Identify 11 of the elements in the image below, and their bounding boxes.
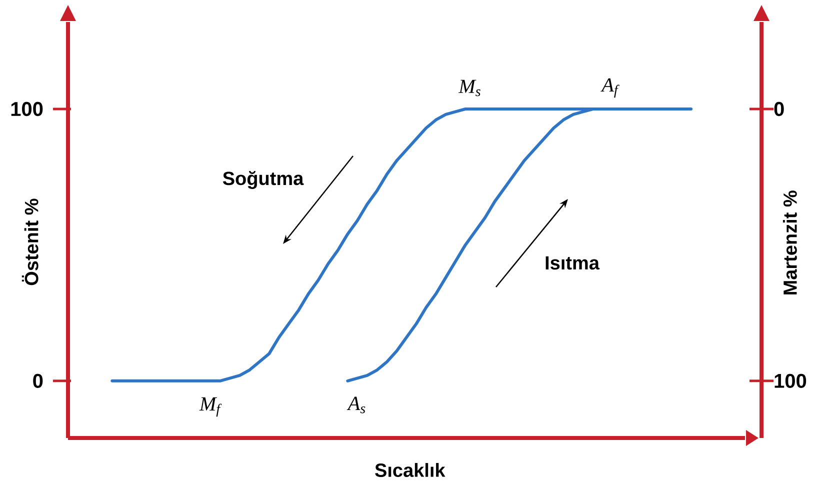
y2-axis-title: Martenzit % xyxy=(782,190,797,294)
y2-tick-label: 0 xyxy=(774,102,784,116)
y-axis-title: Östenit % xyxy=(22,198,38,286)
annotation: M$_{f}$ xyxy=(199,397,222,417)
annotation: A$_{s}$ xyxy=(346,396,366,414)
annotation: A$_{f}$ xyxy=(600,78,620,98)
y2-tick-label: 100 xyxy=(774,374,806,388)
x-axis-title: Sıcaklık xyxy=(375,463,446,477)
annotation: Soğutma xyxy=(222,170,304,189)
annotation: M$_{s}$ xyxy=(458,80,480,96)
annotation: Isıtma xyxy=(546,256,600,270)
